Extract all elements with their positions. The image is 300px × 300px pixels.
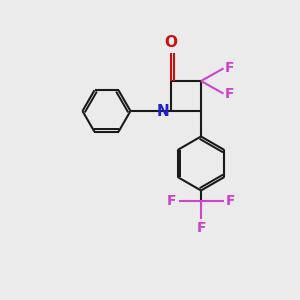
- Text: F: F: [225, 87, 235, 100]
- Text: F: F: [226, 194, 235, 208]
- Text: O: O: [164, 35, 178, 50]
- Text: F: F: [167, 194, 176, 208]
- Text: N: N: [157, 103, 169, 118]
- Text: F: F: [225, 61, 235, 75]
- Text: F: F: [196, 221, 206, 235]
